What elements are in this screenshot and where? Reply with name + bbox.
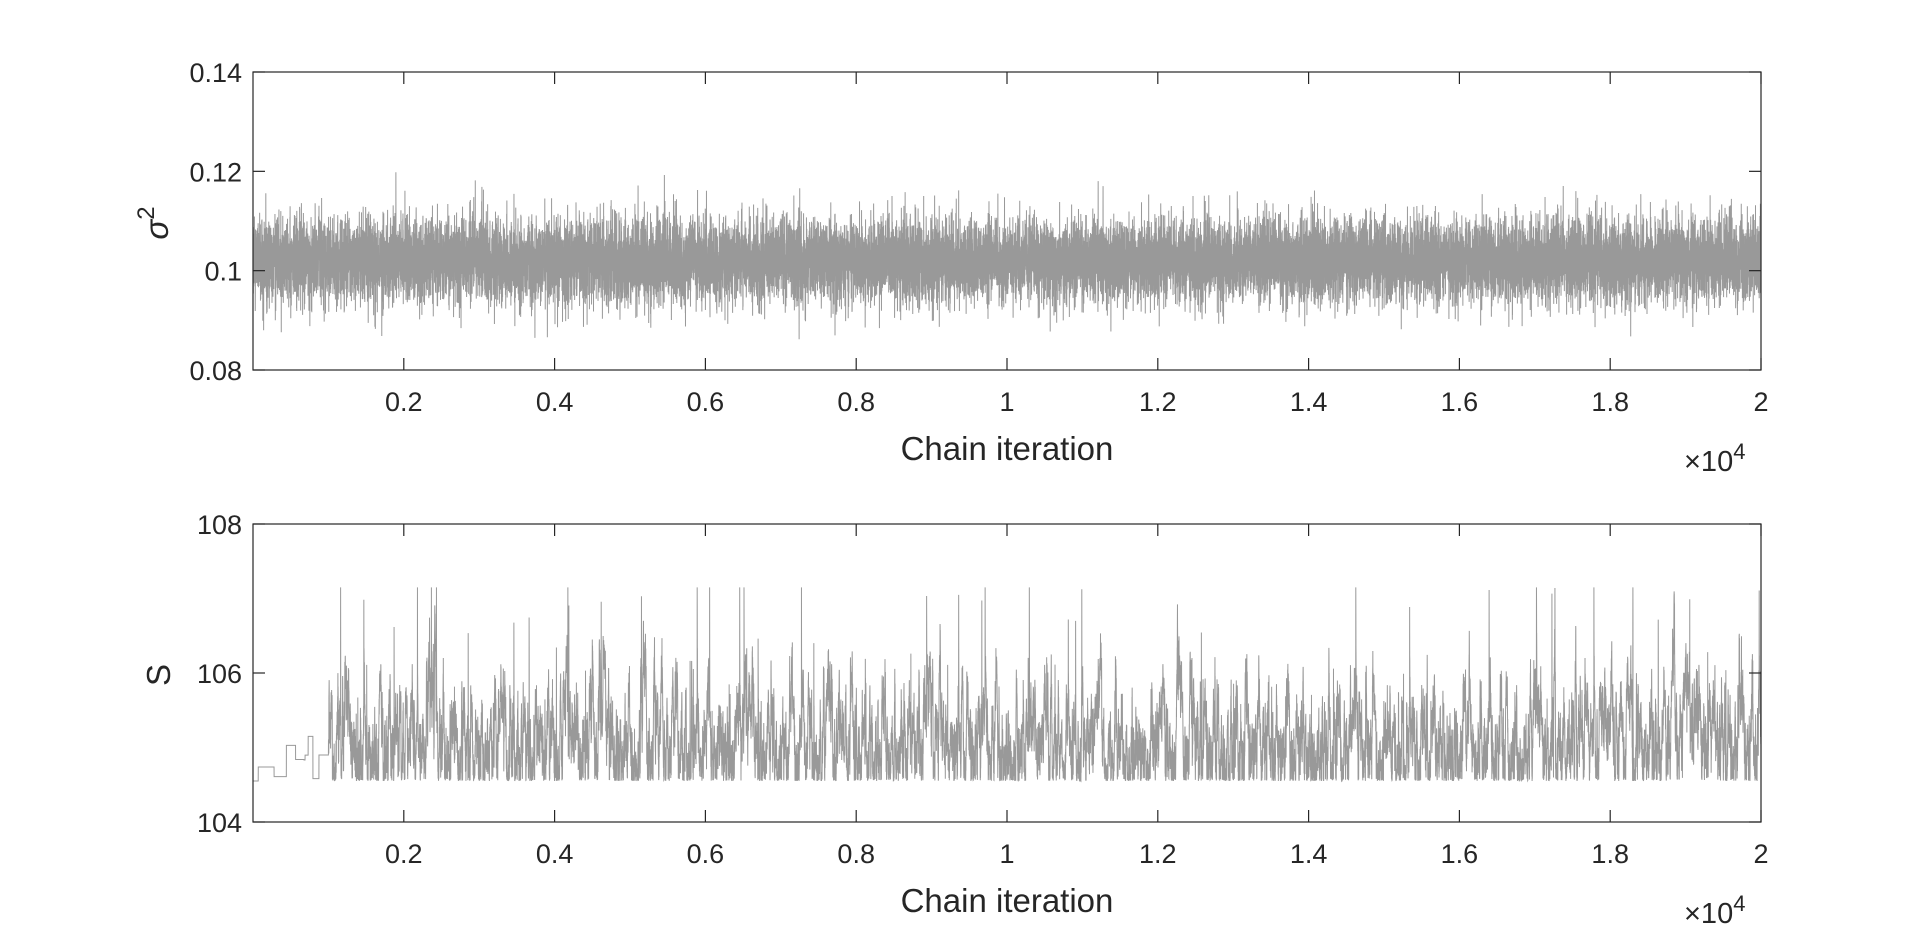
x-tick-label: 1 — [999, 387, 1014, 417]
x-tick-label: 1.2 — [1139, 387, 1177, 417]
y-tick-label: 106 — [197, 659, 242, 689]
sigma2-y-label-symbol: σ — [138, 219, 175, 240]
s-x-exponent-base: ×10 — [1684, 898, 1733, 930]
x-tick-label: 1.4 — [1290, 387, 1328, 417]
x-tick-label: 0.8 — [837, 839, 875, 869]
x-tick-label: 1.2 — [1139, 839, 1177, 869]
x-tick-label: 1.8 — [1591, 387, 1629, 417]
x-tick-label: 1.8 — [1591, 839, 1629, 869]
s-ticks: 0.2 0.4 0.6 0.8 1 1.2 1.4 1.6 1.8 2 104 106 108 — [197, 510, 1769, 869]
sigma2-y-axis-label: σ2 — [133, 206, 175, 239]
x-tick-label: 0.4 — [536, 839, 574, 869]
sigma2-x-exponent-base: ×10 — [1684, 446, 1733, 478]
y-tick-label: 0.1 — [204, 257, 242, 287]
x-tick-label: 0.6 — [687, 839, 725, 869]
trace-line — [253, 587, 1762, 783]
x-tick-label: 1.6 — [1441, 839, 1479, 869]
y-tick-label: 0.08 — [189, 356, 242, 386]
s-chart: 0.2 0.4 0.6 0.8 1 1.2 1.4 1.6 1.8 2 104 106 108 Chai… — [140, 510, 1769, 930]
x-tick-label: 1 — [999, 839, 1014, 869]
s-trace — [253, 587, 1762, 783]
trace-line — [252, 172, 1762, 340]
y-tick-label: 0.14 — [189, 58, 242, 88]
s-x-exponent: ×104 — [1684, 891, 1745, 930]
s-y-axis-label: S — [140, 664, 177, 686]
x-tick-label: 0.6 — [687, 387, 725, 417]
sigma2-y-label-superscript: 2 — [133, 206, 160, 219]
s-x-axis-label: Chain iteration — [901, 882, 1114, 919]
x-tick-label: 1.6 — [1441, 387, 1479, 417]
y-tick-label: 108 — [197, 510, 242, 540]
sigma2-x-exponent: ×104 — [1684, 439, 1745, 478]
x-tick-label: 1.4 — [1290, 839, 1328, 869]
sigma2-x-exponent-power: 4 — [1733, 439, 1745, 464]
sigma2-x-axis-label: Chain iteration — [901, 430, 1114, 467]
x-tick-label: 2 — [1753, 387, 1768, 417]
s-x-exponent-power: 4 — [1733, 891, 1745, 916]
x-tick-label: 0.4 — [536, 387, 574, 417]
x-tick-label: 0.2 — [385, 387, 423, 417]
sigma2-trace — [252, 172, 1762, 340]
y-tick-label: 0.12 — [189, 157, 242, 187]
y-tick-label: 104 — [197, 808, 242, 838]
x-tick-label: 2 — [1753, 839, 1768, 869]
x-tick-label: 0.8 — [837, 387, 875, 417]
sigma2-ticks: 0.2 0.4 0.6 0.8 1 1.2 1.4 1.6 1.8 2 0.08 0.1 0.12 0.1… — [189, 58, 1768, 417]
x-tick-label: 0.2 — [385, 839, 423, 869]
